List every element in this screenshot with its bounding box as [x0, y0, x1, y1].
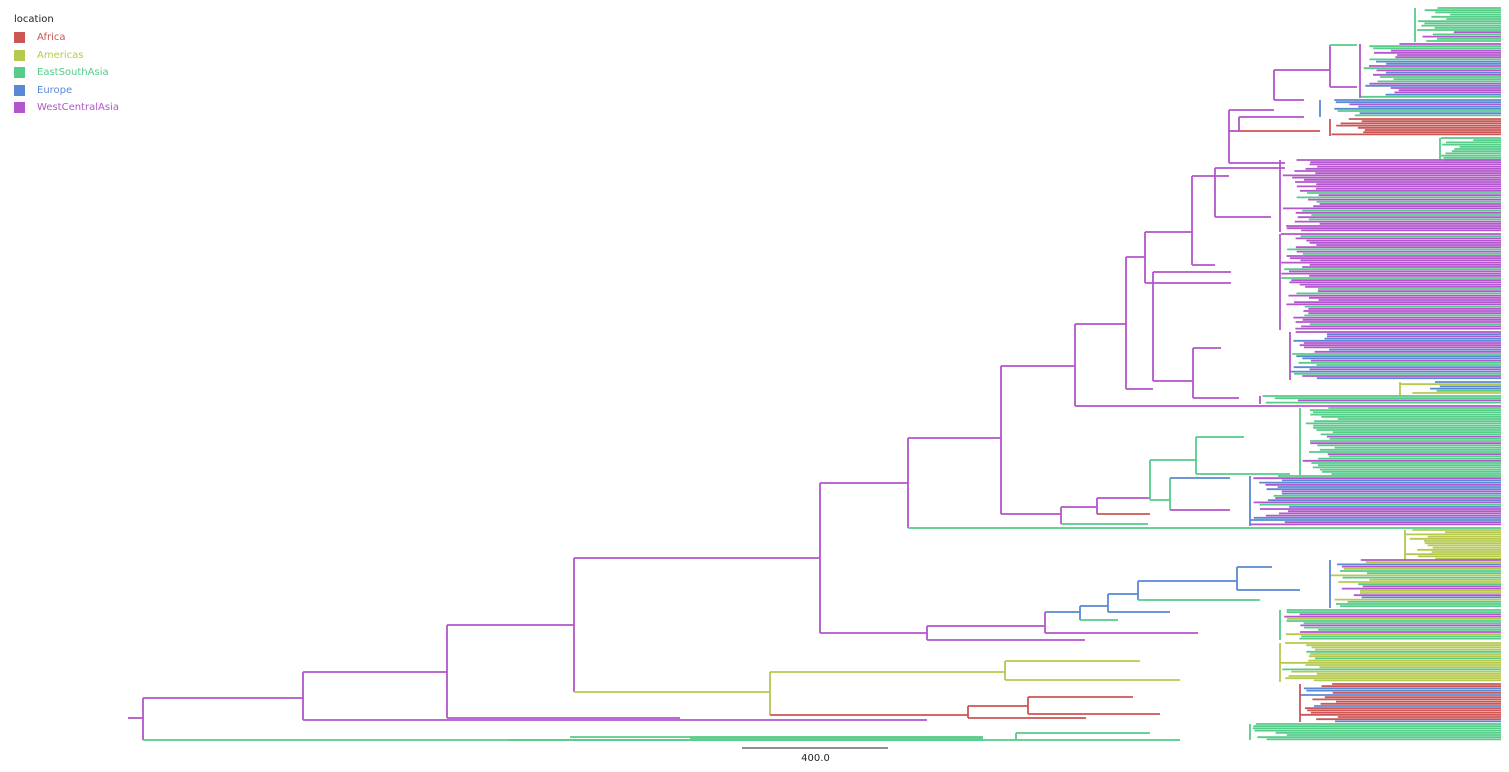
scale-bar-label: 400.0: [742, 753, 889, 764]
tree-branches: [128, 8, 1501, 740]
